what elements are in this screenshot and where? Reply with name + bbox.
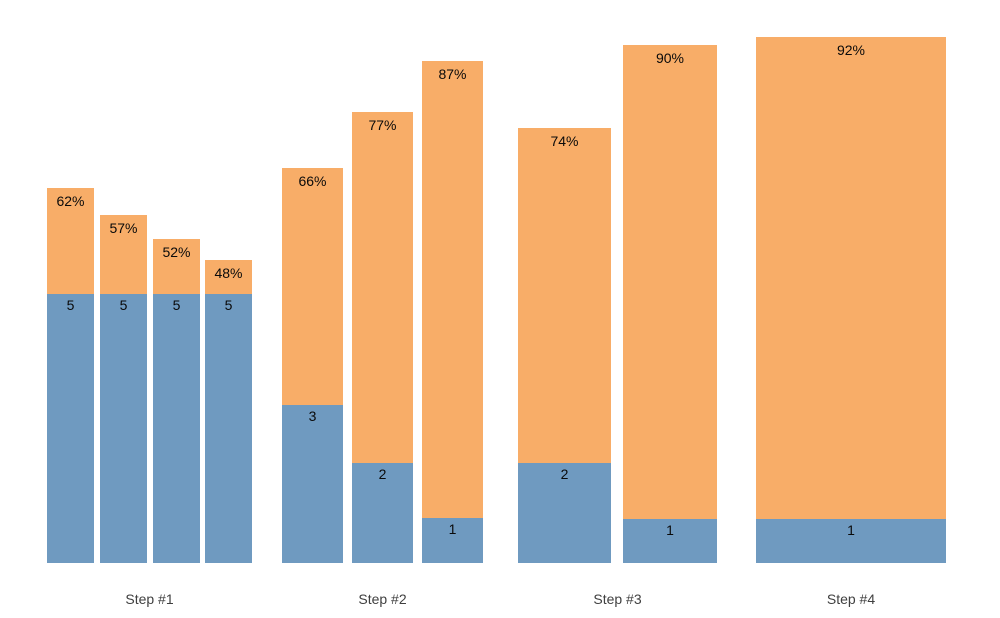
bar-segment-bottom [623, 519, 717, 563]
bar-percent-label: 92% [836, 42, 866, 58]
bar-count-label: 2 [378, 466, 387, 482]
bar-count-label: 5 [224, 297, 233, 313]
bar-segment-bottom [352, 463, 413, 563]
bar-count-label: 2 [560, 466, 569, 482]
bar-percent-label: 66% [298, 173, 327, 189]
bar-percent-label: 57% [109, 220, 138, 236]
bar-segment-bottom [518, 463, 611, 563]
bar-percent-label: 90% [655, 50, 685, 66]
bar-count-label: 5 [66, 297, 75, 313]
group-label: Step #1 [125, 591, 174, 607]
bar-segment-top [100, 215, 147, 294]
bar-segment-bottom [47, 294, 94, 563]
bar-segment-bottom [153, 294, 200, 563]
bar-percent-label: 62% [56, 193, 85, 209]
bar-segment-top [756, 37, 946, 519]
bar-count-label: 1 [448, 521, 457, 537]
bar-segment-top [47, 188, 94, 294]
bar-count-label: 5 [119, 297, 128, 313]
bar-segment-bottom [422, 518, 483, 563]
group-label: Step #2 [358, 591, 407, 607]
bar-segment-top [422, 61, 483, 518]
bar-segment-top [205, 260, 252, 294]
bar-percent-label: 77% [368, 117, 397, 133]
bar-percent-label: 87% [438, 66, 467, 82]
bar-percent-label: 74% [550, 133, 579, 149]
bar-segment-top [282, 168, 343, 405]
group-label: Step #4 [826, 591, 876, 607]
bar-count-label: 1 [666, 522, 674, 538]
bar-segment-top [153, 239, 200, 294]
bar-segment-bottom [756, 519, 946, 563]
bar-segment-top [518, 128, 611, 463]
bar-segment-bottom [282, 405, 343, 563]
bar-segment-top [352, 112, 413, 463]
bar-segment-top [623, 45, 717, 519]
bar-count-label: 3 [308, 408, 317, 424]
bar-count-label: 1 [847, 522, 855, 538]
bar-percent-label: 52% [162, 244, 191, 260]
bar-segment-bottom [100, 294, 147, 563]
bar-count-label: 5 [172, 297, 181, 313]
bar-percent-label: 48% [214, 265, 243, 281]
group-label: Step #3 [593, 591, 642, 607]
bar-segment-bottom [205, 294, 252, 563]
